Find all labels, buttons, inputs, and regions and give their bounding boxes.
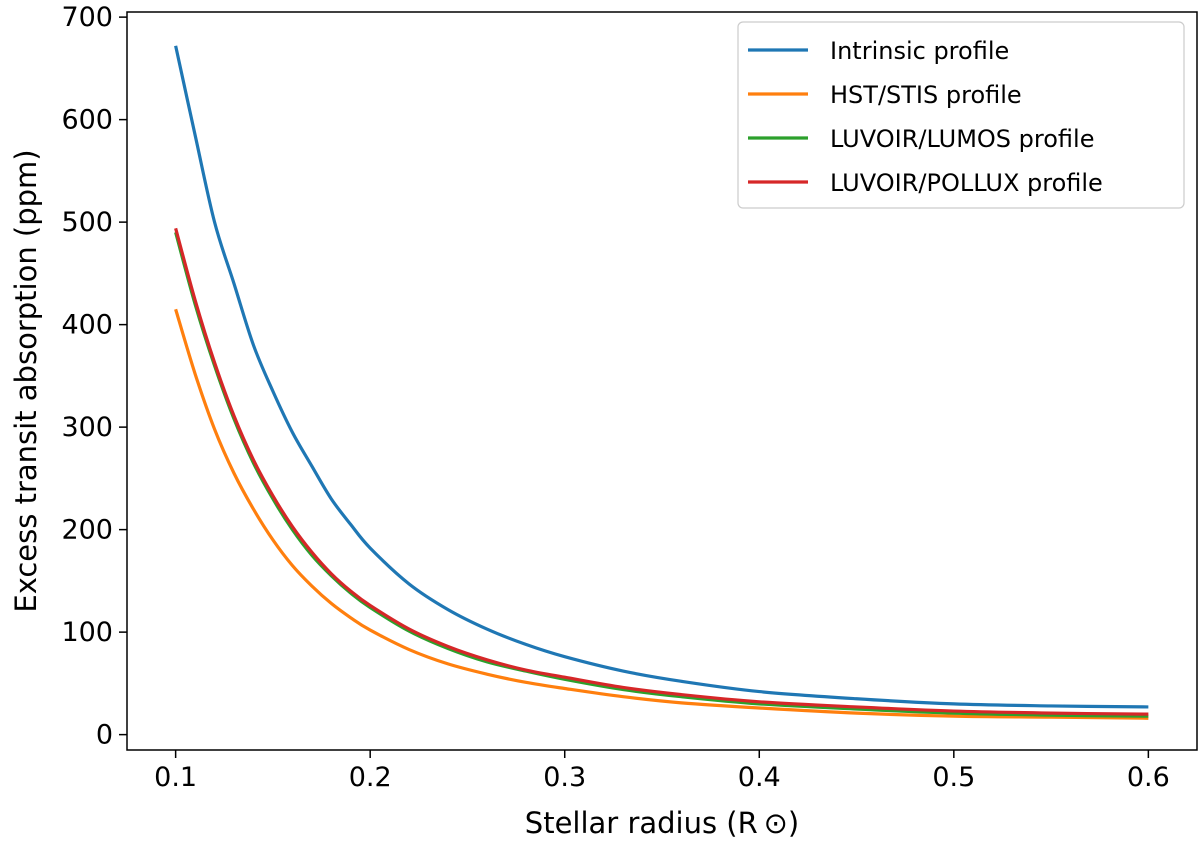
series-line-0 — [174, 45, 1149, 709]
legend-label: Intrinsic profile — [830, 37, 1009, 65]
x-axis: 0.1 0.2 0.3 0.4 0.5 0.6 — [154, 750, 1170, 793]
x-tick-label: 0.3 — [543, 762, 586, 793]
series-layer — [174, 45, 1149, 720]
y-tick-label: 200 — [61, 515, 113, 546]
series-line-3 — [174, 227, 1149, 716]
legend-box — [737, 21, 1185, 209]
x-tick-label: 0.1 — [154, 762, 197, 793]
series-line-2 — [174, 231, 1149, 718]
legend-label: LUVOIR/POLLUX profile — [830, 169, 1103, 197]
y-tick-label: 0 — [96, 720, 113, 751]
x-tick-label: 0.2 — [349, 762, 392, 793]
y-tick-label: 700 — [61, 2, 113, 33]
x-tick-label: 0.6 — [1127, 762, 1170, 793]
y-axis: 0 100 200 300 400 500 600 700 — [61, 2, 127, 751]
x-tick-label: 0.5 — [932, 762, 975, 793]
y-tick-label: 300 — [61, 412, 113, 443]
legend-label: HST/STIS profile — [830, 81, 1022, 109]
x-axis-label: Stellar radius (R ⊙) — [525, 806, 799, 840]
legend-label: LUVOIR/LUMOS profile — [830, 125, 1094, 153]
y-tick-label: 100 — [61, 617, 113, 648]
y-tick-label: 500 — [61, 207, 113, 238]
series-line-1 — [174, 308, 1149, 720]
plot-frame — [126, 11, 1198, 751]
x-tick-label: 0.4 — [738, 762, 781, 793]
y-tick-label: 600 — [61, 105, 113, 136]
y-axis-label: Excess transit absorption (ppm) — [9, 149, 43, 612]
y-tick-label: 400 — [61, 310, 113, 341]
legend: Intrinsic profile HST/STIS profile LUVOIR/… — [737, 21, 1185, 209]
